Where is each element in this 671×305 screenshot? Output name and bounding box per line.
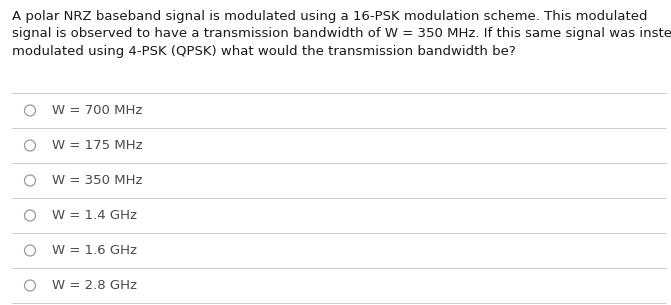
Text: W = 700 MHz: W = 700 MHz	[52, 104, 142, 117]
Text: signal is observed to have a transmission bandwidth of W = 350 MHz. If this same: signal is observed to have a transmissio…	[12, 27, 671, 41]
Text: W = 350 MHz: W = 350 MHz	[52, 174, 142, 187]
Text: W = 1.6 GHz: W = 1.6 GHz	[52, 244, 137, 257]
Text: modulated using 4-PSK (QPSK) what would the transmission bandwidth be?: modulated using 4-PSK (QPSK) what would …	[12, 45, 516, 58]
Text: W = 1.4 GHz: W = 1.4 GHz	[52, 209, 137, 222]
Text: W = 2.8 GHz: W = 2.8 GHz	[52, 279, 137, 292]
Text: A polar NRZ baseband signal is modulated using a 16-PSK modulation scheme. This : A polar NRZ baseband signal is modulated…	[12, 10, 648, 23]
Text: W = 175 MHz: W = 175 MHz	[52, 139, 143, 152]
